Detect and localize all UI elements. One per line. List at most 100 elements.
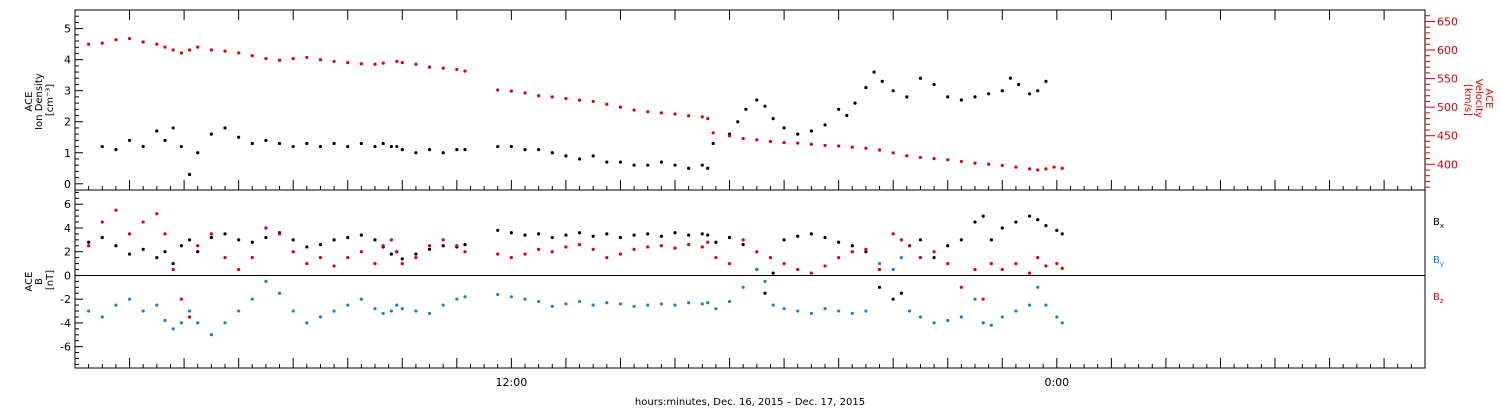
bz-point (414, 256, 418, 260)
time-axis-ticks (88, 10, 1412, 368)
by-point (864, 309, 868, 313)
bz-point (605, 256, 609, 260)
by-point (550, 304, 554, 308)
density-point (389, 144, 393, 149)
by-point (1044, 303, 1048, 307)
density-point (463, 148, 467, 152)
density-point (171, 126, 175, 130)
velocity-point (673, 112, 677, 116)
density-point (441, 151, 445, 155)
field-tick-label: 6 (64, 198, 71, 211)
legend-bx-sub: x (1440, 222, 1444, 230)
density-point (736, 120, 740, 124)
by-point (823, 307, 827, 311)
velocity-point (918, 155, 923, 160)
velocity-point (237, 51, 241, 55)
legend-bx-base: B (1433, 217, 1440, 228)
by-point (359, 297, 363, 301)
magnetic-panel: -6 -4 -2 0 2 4 6 ACE B [nT] Bx By Bz (24, 189, 1444, 369)
bz-point (87, 244, 91, 248)
field-tick-label: 4 (64, 222, 71, 235)
bx-point (577, 231, 582, 235)
by-point (632, 304, 636, 308)
density-axis-title: ACE Ion Density [cm⁻³] (24, 70, 56, 130)
by-point (700, 302, 704, 306)
velocity-point (823, 143, 827, 148)
by-point (127, 297, 132, 301)
velocity-axis-ticks: 400 450 500 550 600 650 (1425, 15, 1458, 188)
by-point (796, 309, 800, 313)
by-point (171, 327, 175, 331)
bx-point (837, 240, 841, 244)
bz-point (1027, 271, 1032, 275)
bz-point (346, 256, 350, 260)
bz-point (577, 242, 582, 247)
velocity-point (87, 42, 91, 46)
velocity-point (550, 95, 554, 99)
density-point (179, 144, 183, 149)
velocity-point (179, 51, 183, 55)
density-point (632, 163, 636, 167)
by-point (918, 315, 923, 319)
by-point (755, 267, 759, 272)
density-point (755, 98, 759, 102)
velocity-tick-label: 550 (1437, 73, 1458, 86)
bz-point (768, 256, 773, 260)
bx-point (1000, 226, 1004, 230)
velocity-point (946, 158, 950, 162)
bz-point (395, 250, 399, 254)
bx-point (373, 238, 377, 242)
density-point (711, 141, 715, 146)
bx-point (850, 244, 854, 248)
bz-point (864, 247, 868, 251)
velocity-point (373, 62, 377, 66)
by-point (605, 301, 609, 305)
bx-point (700, 232, 704, 236)
bx-point (155, 256, 159, 260)
field-axis-title-line-3: [nT] (45, 270, 56, 290)
velocity-point (646, 110, 650, 114)
bz-point (659, 244, 663, 248)
bx-point (591, 234, 595, 238)
bx-point (196, 250, 200, 254)
bz-point (171, 267, 175, 272)
velocity-point (711, 131, 715, 135)
field-axis-ticks: -6 -4 -2 0 2 4 6 (60, 191, 83, 365)
velocity-point (1000, 163, 1004, 168)
bz-point (427, 244, 432, 248)
bz-point (891, 232, 895, 236)
density-point (1036, 89, 1040, 93)
bz-point (187, 315, 192, 319)
density-point (891, 89, 895, 93)
bz-point (381, 244, 385, 248)
bx-point (441, 244, 445, 248)
velocity-point (1036, 168, 1040, 172)
by-point (1036, 285, 1040, 289)
density-point (796, 132, 800, 136)
velocity-point (659, 111, 663, 115)
velocity-point (905, 154, 909, 158)
by-point (973, 297, 977, 301)
velocity-point (264, 56, 268, 61)
bx-point (1014, 220, 1018, 224)
velocity-point (577, 98, 582, 102)
bx-point (318, 242, 323, 247)
density-point (414, 151, 418, 155)
bx-point (646, 232, 650, 236)
bx-point (959, 238, 963, 242)
by-point (155, 303, 159, 307)
bz-point (918, 256, 923, 260)
velocity-point (509, 89, 513, 93)
density-point (1008, 76, 1013, 80)
density-point (318, 144, 323, 149)
velocity-tick-label: 450 (1437, 130, 1458, 143)
velocity-point (755, 138, 759, 142)
velocity-point (346, 60, 350, 65)
bz-point (179, 297, 183, 301)
density-point (291, 144, 295, 149)
density-point (114, 148, 118, 152)
density-point (823, 123, 827, 127)
velocity-point (332, 59, 336, 64)
by-point (1060, 321, 1064, 325)
legend-bz-sub: z (1440, 297, 1444, 305)
